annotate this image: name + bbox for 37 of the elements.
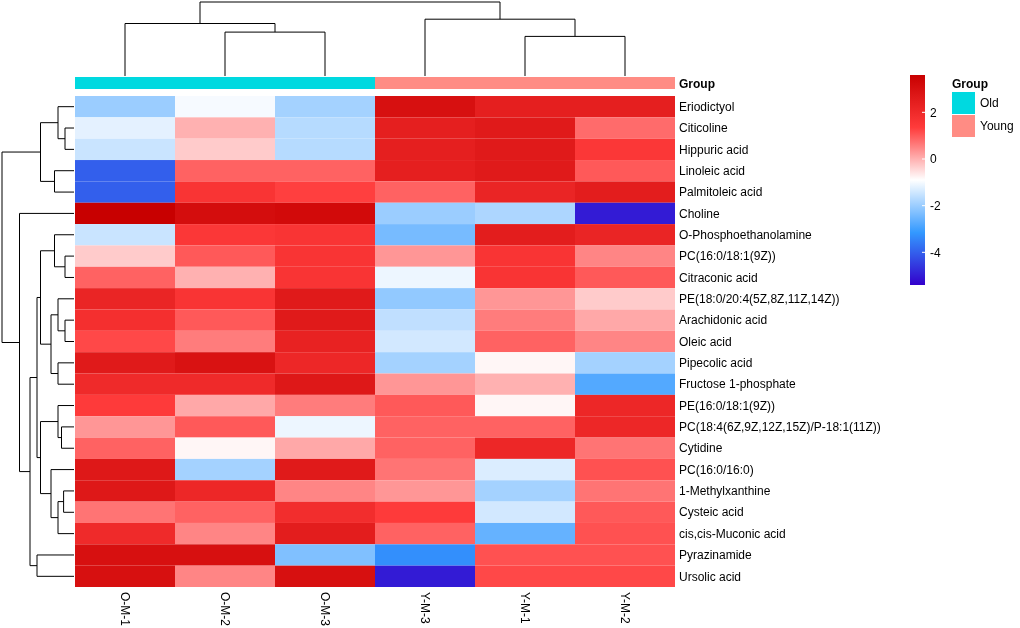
y-tick-label: Pyrazinamide [679,548,753,563]
y-tick-label: Hippuric acid [679,142,749,157]
x-tick-label: Y-M-2 [617,592,632,624]
x-tick-label: O-M-3 [317,592,332,627]
text: Old [980,96,999,111]
y-tick-label: Cytidine [679,441,723,456]
y-tick-label: PC(16:0/16:0) [679,462,754,477]
y-tick-label: Choline [679,206,721,221]
y-tick-label: Cysteic acid [679,505,744,520]
y-tick-label: Eriodictyol [679,99,735,114]
y-tick-label: PE(18:0/20:4(5Z,8Z,11Z,14Z)) [679,292,840,306]
y-tick-label: Citicoline [679,121,729,136]
y-tick-label: Oleic acid [679,334,732,349]
y-tick-label: O-Phosphoethanolamine [679,227,813,242]
text: Young [980,119,1014,134]
y-tick-label: Fructose 1-phosphate [679,377,797,392]
y-tick-label: Citraconic acid [679,270,758,285]
color-bar-label: 2 [930,105,937,120]
x-tick-label: O-M-1 [117,592,132,627]
color-bar-label: 0 [930,152,937,167]
y-tick-label: PC(16:0/18:1(9Z)) [679,249,776,264]
y-tick-label: Ursolic acid [679,569,742,584]
x-tick-label: Y-M-1 [517,592,532,624]
y-tick-label: PC(18:4(6Z,9Z,12Z,15Z)/P-18:1(11Z)) [679,420,881,435]
y-tick-label: Linoleic acid [679,163,746,178]
y-tick-label: 1-Methylxanthine [679,484,771,499]
y-tick-label: PE(16:0/18:1(9Z)) [679,398,776,413]
legend-title: Group [679,77,715,91]
y-tick-label: Palmitoleic acid [679,185,763,200]
text: Group [952,77,988,91]
color-bar-label: -2 [930,198,941,213]
color-bar-label: -4 [930,245,941,260]
y-tick-label: Pipecolic acid [679,356,753,371]
x-tick-label: Y-M-3 [417,592,432,624]
x-tick-label: O-M-2 [217,592,232,627]
y-tick-label: cis,cis-Muconic acid [679,526,786,541]
y-tick-label: Arachidonic acid [679,313,768,328]
